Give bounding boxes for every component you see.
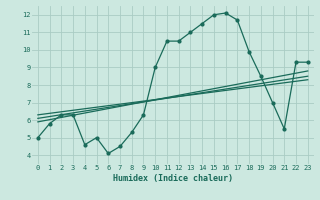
X-axis label: Humidex (Indice chaleur): Humidex (Indice chaleur) [113, 174, 233, 183]
